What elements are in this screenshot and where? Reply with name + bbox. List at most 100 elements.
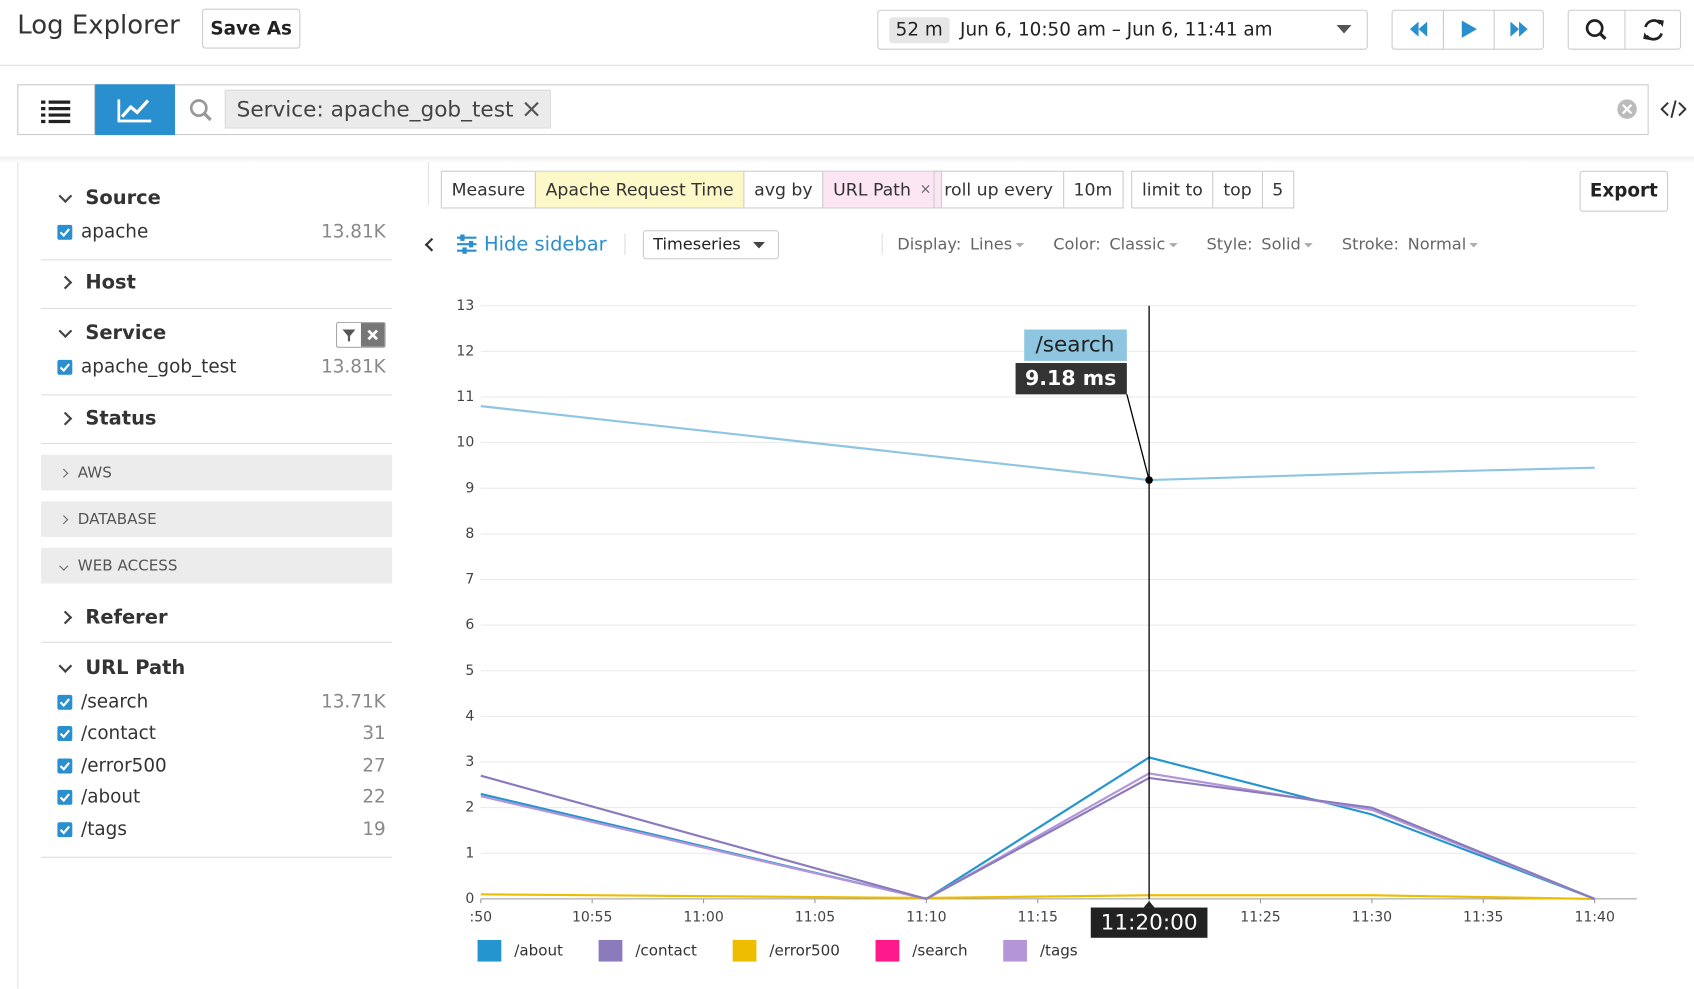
legend-swatch <box>875 939 900 962</box>
query-token[interactable]: top <box>1212 171 1262 208</box>
facet-filter-tool[interactable] <box>336 321 386 348</box>
time-label-arrow <box>1143 901 1155 908</box>
checkbox[interactable] <box>57 224 73 240</box>
collapse-icon[interactable] <box>424 237 439 252</box>
x-tick-label: 11:40 <box>1574 909 1614 925</box>
option-value: Solid <box>1261 234 1301 254</box>
facet-header[interactable]: Status <box>41 400 392 437</box>
query-segment: Measure Apache Request Time avg by URL Path… <box>440 170 943 209</box>
chevron <box>59 468 69 478</box>
tooltip-value-bg <box>1015 363 1127 395</box>
panel-edge <box>427 162 429 206</box>
checkbox[interactable] <box>57 360 73 376</box>
hover-point <box>1145 476 1153 484</box>
facet: Status <box>41 395 393 445</box>
chevron <box>59 514 69 524</box>
time-badge: 52 m <box>889 16 950 43</box>
item-count: 13.81K <box>321 221 386 243</box>
clear-icon[interactable] <box>1616 98 1638 120</box>
list-view-button[interactable] <box>17 84 96 136</box>
chevron <box>58 188 73 203</box>
hide-sidebar[interactable]: Hide sidebar <box>484 232 607 256</box>
query-token[interactable]: roll up every <box>944 179 1053 200</box>
dropdown-icon <box>1469 243 1479 248</box>
query-segment: roll up every 10m <box>933 170 1124 209</box>
facet-name: URL Path <box>85 656 186 680</box>
facet-item[interactable]: /search 13.71K <box>41 686 392 718</box>
facet-header[interactable]: Service <box>41 315 392 352</box>
item-label: apache_gob_test <box>81 356 237 379</box>
time-label: 11:20:00 <box>1101 911 1198 936</box>
time-picker[interactable]: 52 m Jun 6, 10:50 am – Jun 6, 11:41 am <box>877 9 1368 50</box>
checkbox[interactable] <box>57 790 73 806</box>
checkbox[interactable] <box>57 821 73 838</box>
series-line <box>480 774 1596 901</box>
divider <box>623 233 626 255</box>
facet-group[interactable]: DATABASE <box>41 501 393 537</box>
time-label-bg <box>1090 907 1208 938</box>
checkbox[interactable] <box>57 726 73 742</box>
search-pill[interactable]: Service: apache_gob_test <box>224 89 552 129</box>
dropdown-icon <box>1304 243 1313 248</box>
page-title: Log Explorer <box>17 9 180 40</box>
query-token[interactable]: Apache Request Time <box>534 171 744 208</box>
query-token[interactable]: 10m <box>1062 171 1122 208</box>
chevron <box>58 275 73 290</box>
facet-item[interactable]: /contact 31 <box>41 718 392 750</box>
facet-item[interactable]: /error500 27 <box>41 750 392 782</box>
query-segment: limit to top 5 <box>1131 170 1295 209</box>
chevron <box>58 411 73 425</box>
remove-icon[interactable] <box>524 101 540 117</box>
facet-item[interactable]: apache_gob_test 13.81K <box>41 352 392 384</box>
zoom-refresh <box>1567 9 1682 50</box>
chart-view-button[interactable] <box>95 84 176 136</box>
x-tick-label: 10:55 <box>572 909 612 925</box>
y-tick-label: 9 <box>465 480 474 496</box>
chart-icon <box>117 99 152 123</box>
sidebar-edge <box>17 162 19 989</box>
header-divider <box>0 64 1694 66</box>
checkbox[interactable] <box>57 758 73 774</box>
export-button[interactable]: Export <box>1579 170 1669 212</box>
display-option[interactable]: Style: Solid <box>1206 234 1315 254</box>
query-token[interactable]: limit to <box>1141 179 1203 200</box>
facet-group[interactable]: WEB ACCESS <box>41 547 393 584</box>
facet-header[interactable]: Host <box>41 264 392 301</box>
facet: Service apache_gob_test 13.81K <box>41 308 393 396</box>
group-name: WEB ACCESS <box>77 556 178 575</box>
dropdown-icon <box>1015 243 1025 248</box>
facet-group[interactable]: AWS <box>41 454 393 491</box>
item-count: 31 <box>362 723 386 745</box>
checkbox[interactable] <box>57 694 73 710</box>
display-options: Hide sidebar Timeseries Display: Lines Col… <box>424 229 1508 259</box>
view-select[interactable]: Timeseries <box>642 229 779 259</box>
code-icon[interactable] <box>1660 97 1687 121</box>
remove-icon[interactable]: × <box>919 181 932 198</box>
chevron <box>58 658 73 673</box>
item-label: /about <box>81 786 141 809</box>
display-option[interactable]: Color: Classic <box>1053 234 1180 254</box>
save-as-button[interactable]: Save As <box>202 8 301 49</box>
option-value: Normal <box>1407 234 1467 254</box>
query-token[interactable]: URL Path × <box>822 171 942 208</box>
tooltip-pointer <box>1126 394 1150 481</box>
item-label: /search <box>81 691 149 713</box>
facet: Source apache 13.81K <box>41 173 393 260</box>
facet-name: Referer <box>85 605 168 629</box>
y-tick-label: 2 <box>465 800 474 816</box>
facet-item[interactable]: /tags 19 <box>41 814 392 846</box>
display-option[interactable]: Display: Lines <box>897 234 1027 254</box>
facet-item[interactable]: apache 13.81K <box>41 216 392 248</box>
query-token[interactable]: 5 <box>1261 171 1293 208</box>
facet-header[interactable]: Referer <box>41 599 392 636</box>
item-count: 27 <box>362 754 386 777</box>
query-token[interactable]: Measure <box>451 179 526 200</box>
facet-item[interactable]: /about 22 <box>41 782 392 814</box>
facet-header[interactable]: Source <box>41 179 392 216</box>
facet-header[interactable]: URL Path <box>41 649 392 686</box>
item-count: 13.81K <box>321 356 386 379</box>
display-option[interactable]: Stroke: Normal <box>1342 234 1482 254</box>
query-token[interactable]: avg by <box>743 171 822 208</box>
